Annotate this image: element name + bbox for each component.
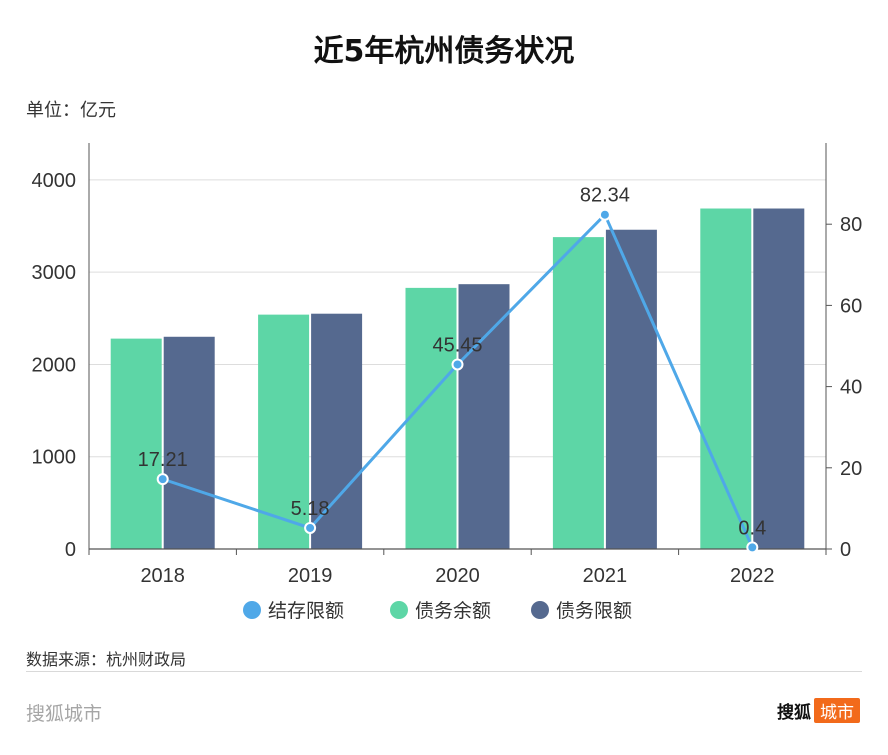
y-right-tick-label: 0 [840,539,851,561]
y-left-tick-label: 4000 [32,170,77,192]
data-label: 0.4 [738,517,766,539]
line-point [304,521,317,534]
x-tick-label: 2022 [730,565,775,587]
line-remaining-limit [162,212,754,548]
legend-label: 债务余额 [415,600,491,622]
line-point [598,208,611,221]
line-point [451,358,464,371]
legend-marker [390,601,408,619]
x-tick-label: 2021 [583,565,628,587]
legend-marker [243,601,261,619]
footer-divider [26,671,862,672]
bar-debt-balance [552,237,604,550]
data-label: 82.34 [580,185,630,207]
y-left-tick-label: 1000 [32,447,77,469]
y-right-tick-label: 20 [840,458,862,480]
data-label: 45.45 [432,334,482,356]
bar-debt-balance [700,208,752,549]
bar-debt-balance [258,314,310,549]
bar-debt-limit [311,313,363,549]
y-right-tick-label: 40 [840,377,862,399]
logo-text-city: 城市 [814,698,860,723]
bar-debt-limit [753,208,805,549]
x-tick-label: 2018 [140,565,185,587]
data-label: 17.21 [138,449,188,471]
bar-debt-limit [605,229,657,549]
y-left-tick-label: 0 [65,539,76,561]
y-left-tick-label: 2000 [32,354,77,376]
data-label: 5.18 [291,498,330,520]
legend-label: 结存限额 [268,600,344,622]
chart-svg: 0 1000 2000 3000 4000 0 20 40 60 80 2018 2019 2020 20… [32,143,862,622]
bar-debt-balance [110,338,162,549]
data-source: 数据来源：杭州财政局 [26,650,187,669]
legend-marker [531,601,549,619]
brand-watermark: 搜狐城市 [26,703,103,725]
x-tick-label: 2019 [288,565,333,587]
x-tick-label: 2020 [435,565,480,587]
y-right-tick-label: 60 [840,295,862,317]
bar-debt-limit [163,336,215,549]
bar-debt-limit [458,284,510,549]
y-left-tick-label: 3000 [32,262,77,284]
y-right-tick-label: 80 [840,214,862,236]
logo-text-sohu: 搜狐 [777,703,811,723]
bar-debt-balance [405,287,457,549]
line-point [156,473,169,486]
legend-label: 债务限额 [556,600,632,622]
line-point [746,541,759,554]
chart-title: 近5年杭州债务状况 [313,34,575,69]
sohu-logo: 搜狐 城市 [777,698,860,723]
unit-label: 单位：亿元 [26,100,116,121]
